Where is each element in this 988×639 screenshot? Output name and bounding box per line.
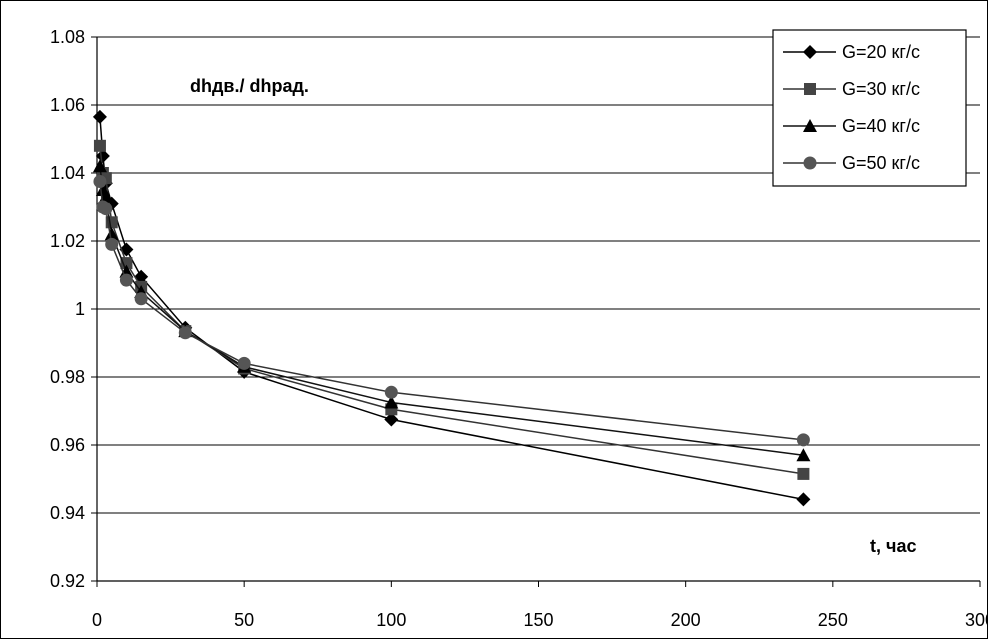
x-tick-label: 200: [671, 610, 701, 630]
legend-item: G=30 кг/с: [783, 79, 920, 99]
axes: [91, 36, 981, 587]
legend-item: G=40 кг/с: [783, 116, 920, 136]
y-tick-label: 1.06: [50, 95, 85, 115]
legend-marker-square: [804, 83, 816, 95]
y-tick-label: 0.98: [50, 367, 85, 387]
legend-marker-triangle: [803, 119, 817, 132]
series-group: [92, 109, 811, 507]
data-point-diamond: [92, 109, 107, 124]
data-point-circle: [178, 326, 192, 340]
x-tick-label: 100: [376, 610, 406, 630]
series-circle: [93, 175, 810, 447]
data-point-square: [797, 467, 810, 480]
y-tick-label: 1.02: [50, 231, 85, 251]
data-point-circle: [796, 433, 810, 447]
x-tick-label: 250: [818, 610, 848, 630]
data-point-triangle: [384, 395, 399, 409]
legend-item: G=50 кг/с: [783, 153, 920, 173]
y-tick-label: 0.92: [50, 571, 85, 591]
data-point-square: [120, 257, 133, 270]
data-point-diamond: [95, 149, 110, 163]
data-point-circle: [105, 237, 119, 251]
legend-label: G=20 кг/с: [842, 42, 920, 62]
data-point-diamond: [384, 412, 399, 427]
data-point-diamond: [796, 492, 811, 507]
y-tick-label: 0.94: [50, 503, 85, 523]
x-tick-label: 0: [92, 610, 102, 630]
y-tick-label: 0.96: [50, 435, 85, 455]
legend-marker-diamond: [803, 45, 817, 59]
y-annotation-label: dhдв./ dhрад.: [190, 76, 309, 96]
x-tick-label: 150: [523, 610, 553, 630]
legend-item: G=20 кг/с: [783, 42, 920, 62]
legend: G=20 кг/с G=30 кг/с G=40 кг/с G=50 кг/с: [772, 29, 967, 187]
data-point-triangle: [119, 264, 134, 278]
data-point-triangle: [92, 159, 107, 173]
data-point-circle: [134, 292, 148, 306]
data-point-circle: [237, 356, 251, 370]
data-point-triangle: [104, 227, 119, 241]
legend-label: G=30 кг/с: [842, 79, 920, 99]
legend-label: G=40 кг/с: [842, 116, 920, 136]
data-point-circle: [119, 273, 133, 287]
x-tick-label: 50: [234, 610, 254, 630]
y-tick-label: 1.04: [50, 163, 85, 183]
data-point-circle: [93, 175, 107, 188]
y-tick-label: 1: [75, 299, 85, 319]
y-tick-label: 1.08: [50, 27, 85, 47]
tick-labels: 0.92 0.94 0.96 0.98 1 1.02 1.04 1.06 1.08 0 50 100 1…: [50, 27, 988, 630]
series-triangle: [92, 159, 811, 462]
legend-label: G=50 кг/с: [842, 153, 920, 173]
data-point-triangle: [796, 448, 811, 462]
data-point-square: [93, 139, 106, 152]
legend-marker-circle: [803, 156, 817, 170]
x-tick-label: 300: [965, 610, 988, 630]
data-point-circle: [384, 385, 398, 399]
x-annotation-label: t, час: [870, 536, 916, 556]
data-point-circle: [99, 202, 113, 216]
